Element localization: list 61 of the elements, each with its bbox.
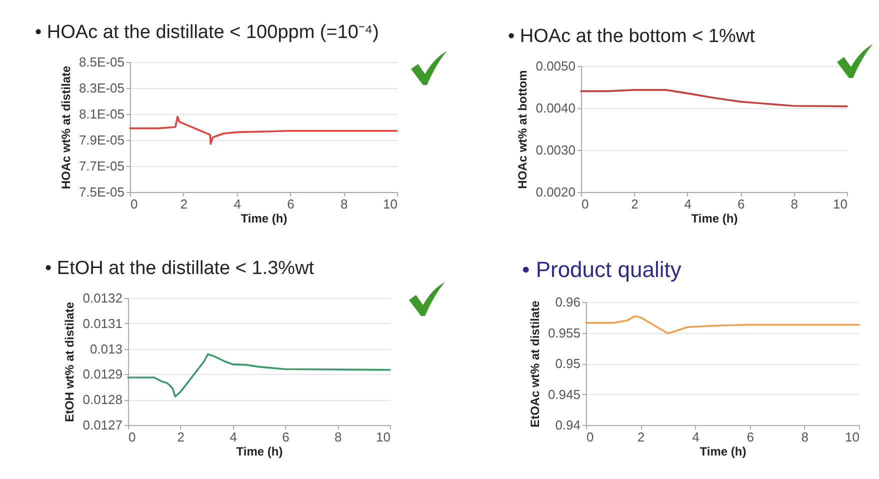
- y-tick-label: 7.9E-05: [78, 132, 124, 148]
- y-tick-label: 0.013: [90, 341, 122, 356]
- line-series: [127, 353, 391, 398]
- x-tick-label: 4: [230, 430, 237, 444]
- line-series: [129, 116, 398, 145]
- x-tick-label: 4: [234, 196, 241, 212]
- x-tick-label: 2: [637, 430, 645, 444]
- x-tick-label: 8: [340, 196, 348, 212]
- y-tick-label: 0.0132: [82, 290, 122, 306]
- x-tick-label: 10: [845, 430, 860, 444]
- x-tick-label: 10: [833, 196, 848, 212]
- y-tick-label: 7.7E-05: [78, 158, 124, 174]
- y-axis-title: HOAc wt% at distilate: [58, 65, 73, 190]
- x-tick-label: 6: [287, 196, 294, 212]
- y-tick-label: 0.0040: [536, 100, 576, 116]
- x-axis-title: Time (h): [691, 212, 738, 226]
- y-tick-label: 0.0128: [82, 392, 122, 408]
- y-tick-label: 0.0131: [82, 316, 122, 331]
- y-axis-title: EtOAc wt% at distilate: [528, 300, 542, 428]
- y-tick-label: 0.0020: [536, 184, 576, 200]
- y-tick-label: 7.5E-05: [78, 184, 124, 200]
- x-axis-title: Time (h): [700, 444, 746, 458]
- y-tick-label: 0.0030: [536, 142, 576, 158]
- x-tick-label: 0: [586, 430, 594, 444]
- x-tick-label: 2: [180, 196, 188, 212]
- x-tick-label: 0: [582, 196, 589, 212]
- y-tick-label: 0.0129: [82, 366, 122, 382]
- y-tick-label: 0.945: [548, 386, 580, 402]
- y-tick-label: 0.94: [555, 418, 580, 432]
- x-tick-label: 8: [790, 196, 798, 212]
- y-axis-title: HOAc wt% at bottom: [516, 70, 530, 189]
- x-tick-label: 4: [684, 196, 692, 212]
- line-series: [585, 315, 860, 334]
- x-axis-title: Time (h): [240, 212, 288, 226]
- chart-title: • HOAc at the bottom < 1%wt: [508, 26, 756, 47]
- x-tick-label: 8: [801, 430, 809, 444]
- y-tick-label: 0.955: [548, 325, 580, 340]
- x-tick-label: 2: [631, 196, 638, 212]
- x-tick-label: 8: [334, 430, 342, 444]
- x-tick-label: 2: [177, 430, 185, 444]
- y-tick-label: 0.96: [555, 294, 580, 310]
- y-tick-label: 0.0127: [82, 418, 122, 432]
- x-tick-label: 0: [128, 430, 136, 444]
- y-axis-title: EtOH wt% at distilate: [62, 302, 77, 422]
- y-tick-label: 8.1E-05: [78, 106, 124, 122]
- chart-title: • EtOH at the distillate < 1.3%wt: [45, 258, 315, 279]
- x-tick-label: 6: [737, 196, 745, 212]
- chart-title: • Product quality: [522, 257, 682, 282]
- y-tick-label: 0.0050: [536, 58, 576, 74]
- y-tick-label: 8.5E-05: [78, 54, 124, 70]
- x-tick-label: 10: [376, 430, 390, 444]
- y-tick-label: 0.95: [555, 356, 580, 371]
- x-tick-label: 6: [746, 430, 754, 444]
- line-series: [580, 89, 848, 108]
- x-tick-label: 10: [383, 196, 398, 212]
- x-tick-label: 0: [130, 196, 138, 212]
- x-axis-title: Time (h): [236, 444, 283, 458]
- chart-title: • HOAc at the distillate < 100ppm (=10⁻⁴): [35, 22, 379, 43]
- y-tick-label: 8.3E-05: [78, 80, 124, 96]
- x-tick-label: 4: [692, 430, 700, 444]
- x-tick-label: 6: [282, 430, 290, 444]
